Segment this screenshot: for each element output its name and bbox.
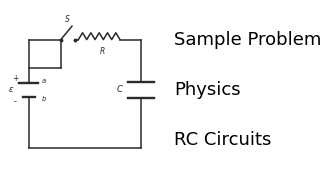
Text: RC Circuits: RC Circuits [174,131,272,149]
Text: b: b [42,96,46,102]
Text: Sample Problem 3: Sample Problem 3 [174,31,320,49]
Text: ε: ε [9,86,13,94]
Text: a: a [42,78,46,84]
Text: S: S [65,15,70,24]
Text: +: + [12,74,19,83]
Text: Physics: Physics [174,81,241,99]
Text: -: - [14,97,17,106]
Text: C: C [117,86,123,94]
Text: R: R [100,47,105,56]
